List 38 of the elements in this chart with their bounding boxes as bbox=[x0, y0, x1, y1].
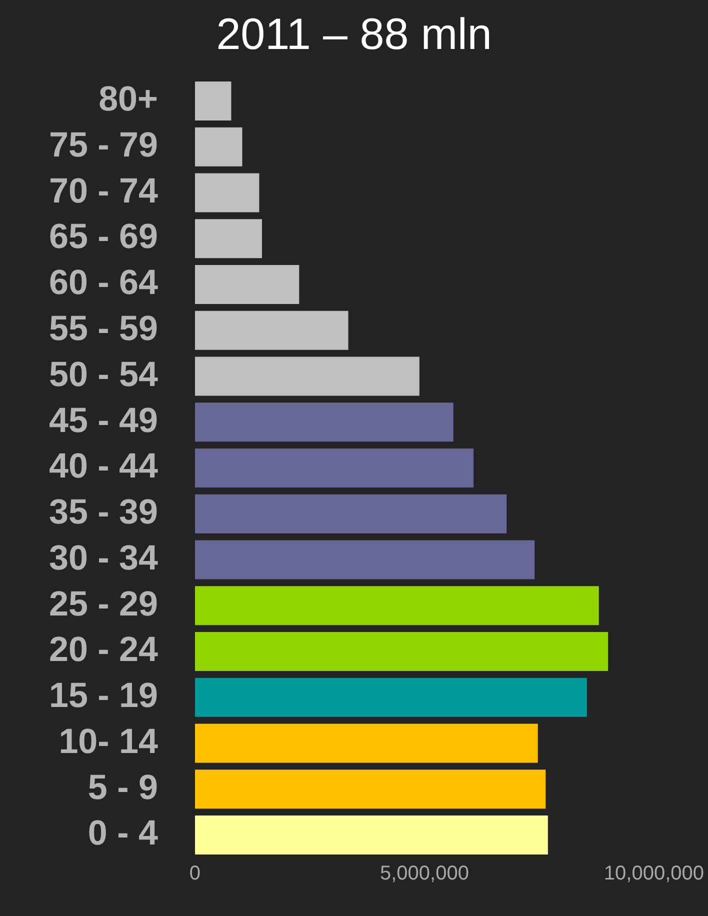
bar bbox=[194, 127, 242, 166]
y-tick-label: 70 - 74 bbox=[48, 171, 158, 210]
bar bbox=[194, 264, 300, 304]
chart-title: 2011 – 88 mln bbox=[215, 10, 493, 60]
bar bbox=[194, 770, 546, 809]
y-tick-label: 30 - 34 bbox=[48, 538, 158, 578]
bar bbox=[194, 494, 507, 534]
bar bbox=[194, 356, 420, 396]
y-tick-label: 20 - 24 bbox=[48, 630, 158, 670]
y-tick-label: 45 - 49 bbox=[48, 400, 158, 440]
y-tick-label: 5 - 9 bbox=[88, 768, 158, 807]
bar bbox=[194, 724, 538, 763]
bar bbox=[194, 632, 608, 672]
bar bbox=[194, 81, 232, 120]
y-tick-label: 0 - 4 bbox=[88, 814, 158, 853]
y-tick-label: 75 - 79 bbox=[48, 125, 158, 164]
y-tick-label: 60 - 64 bbox=[48, 263, 158, 302]
bar bbox=[194, 448, 474, 488]
y-tick-label: 40 - 44 bbox=[48, 446, 158, 486]
x-tick-label: 0 bbox=[189, 862, 201, 885]
y-tick-label: 15 - 19 bbox=[48, 676, 158, 716]
x-tick-label: 5,000,000 bbox=[380, 862, 469, 885]
bar bbox=[194, 402, 454, 442]
y-tick-label: 55 - 59 bbox=[48, 309, 158, 348]
bar bbox=[194, 678, 587, 717]
y-tick-label: 25 - 29 bbox=[48, 584, 158, 624]
bar bbox=[194, 219, 262, 258]
bar bbox=[194, 540, 535, 580]
bar bbox=[194, 310, 348, 350]
bar bbox=[194, 816, 548, 855]
bar bbox=[194, 173, 260, 212]
bar bbox=[194, 586, 599, 626]
x-tick-label: 10,000,000 bbox=[604, 862, 704, 885]
y-tick-label: 80+ bbox=[98, 80, 158, 119]
y-tick-label: 50 - 54 bbox=[48, 354, 158, 394]
y-tick-label: 35 - 39 bbox=[48, 492, 158, 532]
y-tick-label: 10- 14 bbox=[58, 722, 158, 761]
y-tick-label: 65 - 69 bbox=[48, 217, 158, 256]
